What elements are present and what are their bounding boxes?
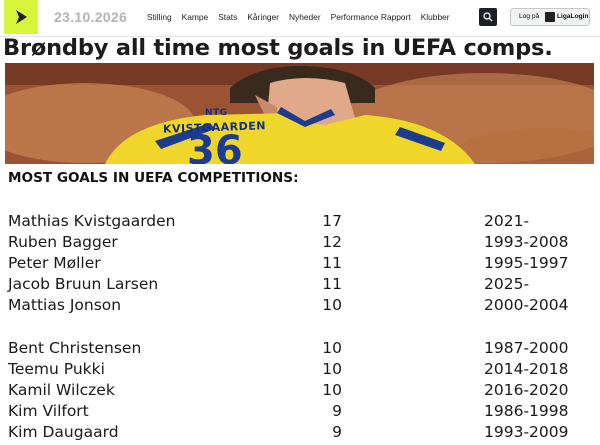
goal-count: 10 (322, 296, 342, 314)
table-row: Bent Christensen 10 1987-2000 (0, 339, 600, 359)
login-button[interactable]: Log på LigaLogin (510, 8, 590, 26)
nav-item-stats[interactable]: Stats (218, 12, 238, 22)
nav-item-performance-rapport[interactable]: Performance Rapport (330, 12, 411, 22)
years-span: 1995-1997 (484, 254, 569, 272)
goal-count: 11 (322, 275, 342, 293)
hero-image: 36 NTG KVISTGAARDEN (5, 63, 594, 164)
top-navigation-bar: 23.10.2026 Stilling Kampe Stats Kåringer… (0, 0, 600, 37)
table-row: Jacob Bruun Larsen 11 2025- (0, 275, 600, 295)
years-span: 2016-2020 (484, 381, 569, 399)
player-name: Ruben Bagger (8, 233, 118, 251)
login-prefix: Log på (519, 13, 540, 20)
goal-count: 12 (322, 233, 342, 251)
player-name: Kim Daugaard (8, 423, 119, 441)
table-row: Teemu Pukki 10 2014-2018 (0, 360, 600, 380)
nav-item-klubber[interactable]: Klubber (420, 12, 450, 22)
search-icon (483, 12, 493, 22)
table-heading: MOST GOALS IN UEFA COMPETITIONS: (8, 170, 299, 186)
svg-text:36: 36 (187, 128, 243, 164)
table-row: Kamil Wilczek 10 2016-2020 (0, 381, 600, 401)
table-row: Ruben Bagger 12 1993-2008 (0, 233, 600, 253)
goal-count: 10 (322, 360, 342, 378)
nav-item-karinger[interactable]: Kåringer (247, 12, 279, 22)
player-name: Peter Møller (8, 254, 101, 272)
page-title: Brøndby all time most goals in UEFA comp… (3, 35, 553, 61)
jersey-sponsor: NTG (205, 108, 228, 118)
goal-count: 10 (322, 381, 342, 399)
goal-count: 9 (332, 402, 342, 420)
play-arrow-icon (16, 10, 27, 24)
nav-item-nyheder[interactable]: Nyheder (288, 12, 321, 22)
player-name: Mathias Kvistgaarden (8, 212, 176, 230)
player-name: Kamil Wilczek (8, 381, 115, 399)
player-name: Jacob Bruun Larsen (8, 275, 159, 293)
goal-count: 9 (332, 423, 342, 441)
current-date: 23.10.2026 (54, 9, 128, 25)
table-row: Peter Møller 11 1995-1997 (0, 254, 600, 274)
player-name: Bent Christensen (8, 339, 142, 357)
years-span: 2021- (484, 212, 530, 230)
ligalogin-icon (545, 12, 555, 22)
years-span: 2014-2018 (484, 360, 569, 378)
years-span: 2000-2004 (484, 296, 569, 314)
goal-count: 11 (322, 254, 342, 272)
years-span: 1986-1998 (484, 402, 569, 420)
years-span: 1993-2008 (484, 233, 569, 251)
nav-item-kampe[interactable]: Kampe (181, 12, 209, 22)
login-brand: LigaLogin (557, 13, 589, 20)
goal-count: 10 (322, 339, 342, 357)
search-button[interactable] (479, 8, 497, 26)
main-nav: Stilling Kampe Stats Kåringer Nyheder Pe… (147, 12, 460, 22)
years-span: 1993-2009 (484, 423, 569, 441)
site-logo[interactable] (4, 0, 38, 34)
table-row: Kim Vilfort 9 1986-1998 (0, 402, 600, 422)
player-name: Mattias Jonson (8, 296, 122, 314)
nav-item-stilling[interactable]: Stilling (147, 12, 172, 22)
table-row: Kim Daugaard 9 1993-2009 (0, 423, 600, 443)
years-span: 2025- (484, 275, 530, 293)
goal-count: 17 (322, 212, 342, 230)
table-row: Mathias Kvistgaarden 17 2021- (0, 212, 600, 232)
player-name: Teemu Pukki (8, 360, 105, 378)
player-name: Kim Vilfort (8, 402, 89, 420)
table-row: Mattias Jonson 10 2000-2004 (0, 296, 600, 316)
years-span: 1987-2000 (484, 339, 569, 357)
player-photo: 36 (5, 63, 594, 164)
